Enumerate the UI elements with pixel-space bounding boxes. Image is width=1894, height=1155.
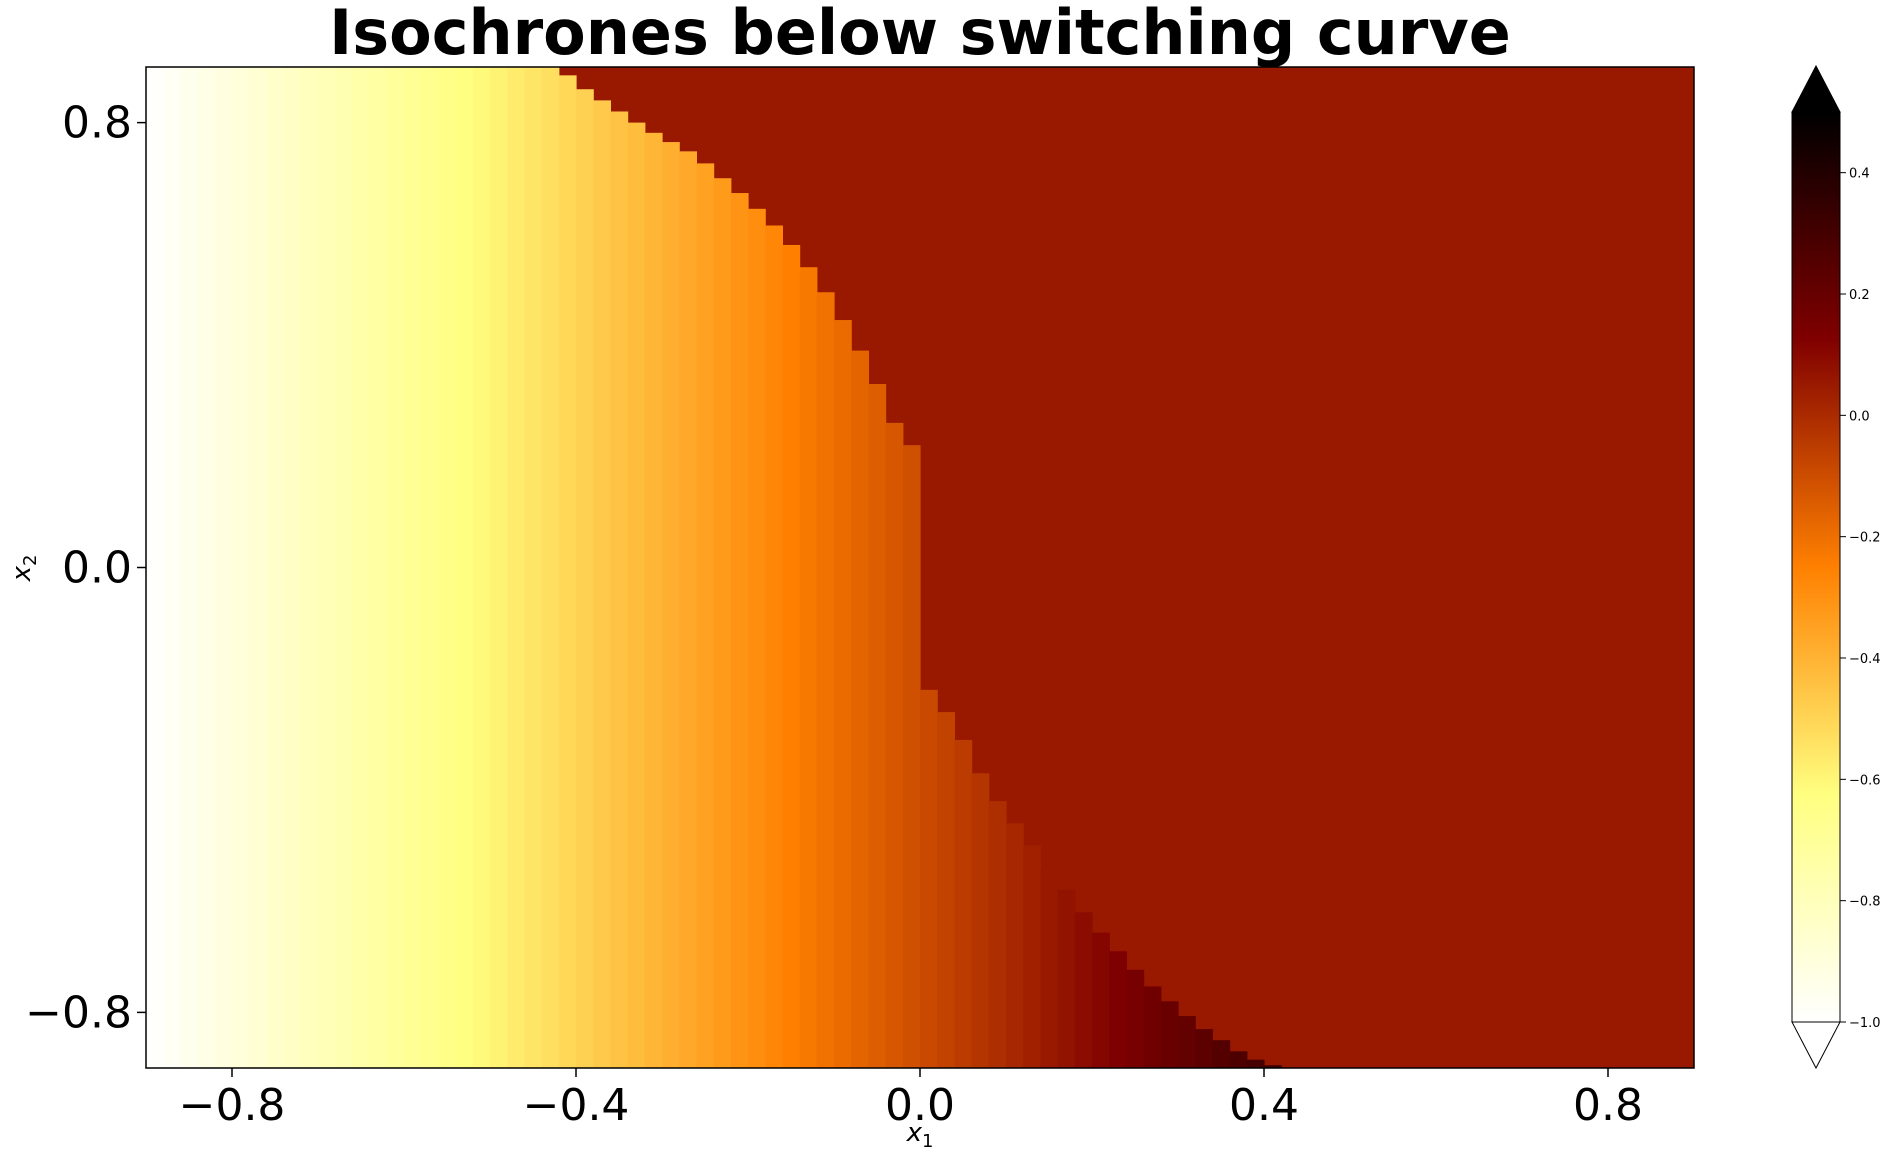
y-axis-label-base: x: [7, 565, 37, 582]
y-tick-label: −0.8: [25, 987, 132, 1038]
heatmap-cell: [455, 67, 474, 1068]
y-axis-label: x2: [7, 555, 41, 583]
heatmap-cell: [627, 122, 646, 1068]
x-axis-label-sub: 1: [922, 1131, 933, 1152]
heatmap-cell: [1074, 912, 1093, 1068]
heatmap-cell: [490, 67, 508, 1068]
heatmap-cell: [1264, 1065, 1282, 1068]
x-tick-label: 0.8: [1573, 1080, 1643, 1131]
heatmap-cell: [1195, 1029, 1213, 1068]
heatmap-cell: [971, 773, 990, 1068]
heatmap-cell: [730, 193, 749, 1068]
colorbar-tick-label: −0.8: [1849, 895, 1881, 910]
colorbar-top-extension: [1791, 64, 1841, 113]
colorbar-ticks: −1.0 −0.8 −0.6 −0.4 −0.2 0.0 0.2 0.4: [1840, 167, 1881, 1031]
heatmap-cell: [146, 67, 164, 1068]
heatmap-cell: [1057, 890, 1076, 1068]
heatmap-cell: [988, 801, 1007, 1068]
heatmap-cells: [146, 67, 1694, 1068]
heatmap-cell: [1092, 932, 1110, 1068]
heatmap-cell: [438, 67, 457, 1068]
heatmap-cell: [163, 67, 181, 1068]
heatmap-cell: [421, 67, 439, 1068]
heatmap-cell: [180, 67, 199, 1068]
heatmap-cell: [404, 67, 422, 1068]
heatmap-cell: [1143, 986, 1162, 1068]
heatmap-cell: [472, 67, 491, 1068]
heatmap-cell: [920, 689, 938, 1068]
heatmap-cell: [954, 739, 973, 1068]
y-axis-label-sub: 2: [20, 555, 41, 566]
heatmap-cell: [300, 67, 319, 1068]
x-tick-label: 0.4: [1229, 1080, 1299, 1131]
heatmap-cell: [782, 244, 801, 1068]
heatmap-cell: [610, 111, 629, 1068]
colorbar-tick-label: −0.4: [1849, 652, 1881, 667]
heatmap-cell: [507, 67, 525, 1068]
colorbar-tick-label: −1.0: [1849, 1016, 1881, 1031]
colorbar-tick-label: −0.6: [1849, 773, 1881, 788]
heatmap-cell: [851, 350, 869, 1068]
heatmap-cell: [713, 178, 732, 1068]
heatmap-cell: [868, 383, 887, 1068]
heatmap-cell: [197, 67, 216, 1068]
heatmap-cell: [369, 67, 388, 1068]
heatmap-cell: [558, 75, 577, 1068]
colorbar-gradient: [1792, 112, 1840, 1022]
heatmap-cell: [232, 67, 250, 1068]
heatmap-cell: [748, 208, 766, 1068]
heatmap-cell: [816, 292, 835, 1068]
heatmap-cell: [335, 67, 353, 1068]
heatmap-cell: [1178, 1016, 1196, 1068]
colorbar: −1.0 −0.8 −0.6 −0.4 −0.2 0.0 0.2 0.4: [1791, 64, 1881, 1070]
colorbar-tick-label: 0.2: [1849, 288, 1870, 303]
colorbar-tick-label: −0.2: [1849, 531, 1881, 546]
heatmap-cell: [679, 151, 697, 1068]
colorbar-tick-label: 0.4: [1849, 167, 1870, 182]
x-tick-label: −0.4: [523, 1080, 630, 1131]
heatmap-cell: [352, 67, 371, 1068]
y-tick-label: 0.0: [62, 543, 132, 594]
heatmap-cell: [1126, 969, 1145, 1068]
heatmap-cell: [644, 132, 663, 1068]
chart-title: Isochrones below switching curve: [329, 0, 1511, 69]
heatmap-cell: [662, 142, 680, 1068]
heatmap-cell: [214, 67, 233, 1068]
heatmap-cell: [834, 320, 852, 1068]
heatmap-cell: [937, 712, 955, 1068]
heatmap-cell: [283, 67, 302, 1068]
x-axis-ticks: −0.8 −0.4 0.0 0.4 0.8: [179, 1068, 1643, 1131]
heatmap-cell: [902, 445, 921, 1068]
x-tick-label: 0.0: [885, 1080, 955, 1131]
x-axis-label-base: x: [906, 1118, 923, 1148]
heatmap-cell: [266, 67, 285, 1068]
x-tick-label: −0.8: [179, 1080, 286, 1131]
heatmap-cell: [576, 89, 594, 1068]
y-tick-label: 0.8: [62, 98, 132, 149]
heatmap-cell: [1212, 1040, 1231, 1068]
y-axis-ticks: −0.8 0.0 0.8: [25, 98, 146, 1038]
heatmap-cell: [1160, 1001, 1179, 1068]
colorbar-bottom-extension: [1791, 1021, 1841, 1070]
x-axis-label: x21: [906, 1118, 934, 1152]
heatmap-cell: [524, 67, 543, 1068]
heatmap-cell: [593, 100, 611, 1068]
heatmap-cell: [1229, 1051, 1248, 1068]
heatmap-cell: [1040, 867, 1059, 1068]
heatmap-cell: [696, 163, 715, 1068]
heatmap-cell: [1246, 1059, 1265, 1068]
heatmap-cell: [541, 67, 560, 1068]
heatmap-cell: [1006, 823, 1024, 1068]
heatmap-cell: [249, 67, 267, 1068]
heatmap-cell: [386, 67, 405, 1068]
colorbar-tick-label: 0.0: [1849, 409, 1870, 424]
heatmap-cell: [318, 67, 336, 1068]
colorbar-frame: [1791, 111, 1841, 1023]
heatmap-cell: [799, 267, 818, 1068]
heatmap-cell: [765, 225, 783, 1068]
heatmap-cell: [1109, 951, 1127, 1068]
heatmap-cell: [1023, 845, 1041, 1068]
heatmap-cell: [885, 422, 904, 1068]
